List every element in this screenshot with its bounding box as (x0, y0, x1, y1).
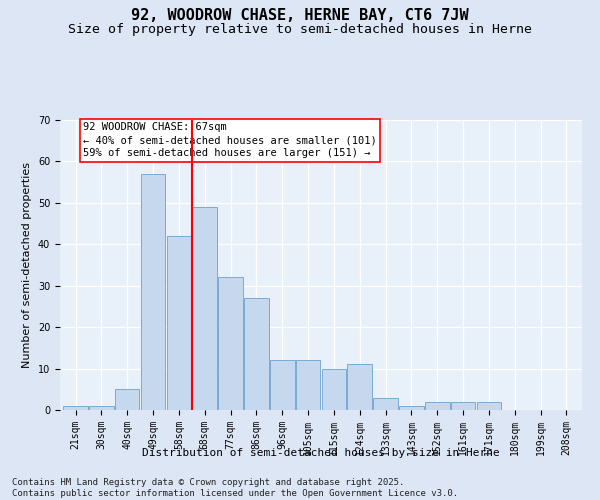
Bar (244, 298, 269, 410)
Text: Size of property relative to semi-detached houses in Herne: Size of property relative to semi-detach… (68, 22, 532, 36)
Y-axis label: Number of semi-detached properties: Number of semi-detached properties (22, 162, 32, 368)
Bar (476, 402, 501, 410)
Bar (218, 278, 243, 410)
Bar (451, 402, 475, 410)
Bar (115, 390, 139, 410)
Text: Distribution of semi-detached houses by size in Herne: Distribution of semi-detached houses by … (142, 448, 500, 458)
Bar (399, 406, 424, 410)
Bar (296, 360, 320, 410)
Bar (63, 406, 88, 410)
Text: 92, WOODROW CHASE, HERNE BAY, CT6 7JW: 92, WOODROW CHASE, HERNE BAY, CT6 7JW (131, 8, 469, 22)
Bar (193, 207, 217, 410)
Text: 92 WOODROW CHASE: 67sqm
← 40% of semi-detached houses are smaller (101)
59% of s: 92 WOODROW CHASE: 67sqm ← 40% of semi-de… (83, 122, 377, 158)
Bar (270, 360, 295, 410)
Bar (347, 364, 372, 410)
Bar (167, 236, 191, 410)
Bar (141, 174, 166, 410)
Bar (89, 406, 113, 410)
Bar (373, 398, 398, 410)
Text: Contains HM Land Registry data © Crown copyright and database right 2025.
Contai: Contains HM Land Registry data © Crown c… (12, 478, 458, 498)
Bar (322, 368, 346, 410)
Bar (425, 402, 449, 410)
